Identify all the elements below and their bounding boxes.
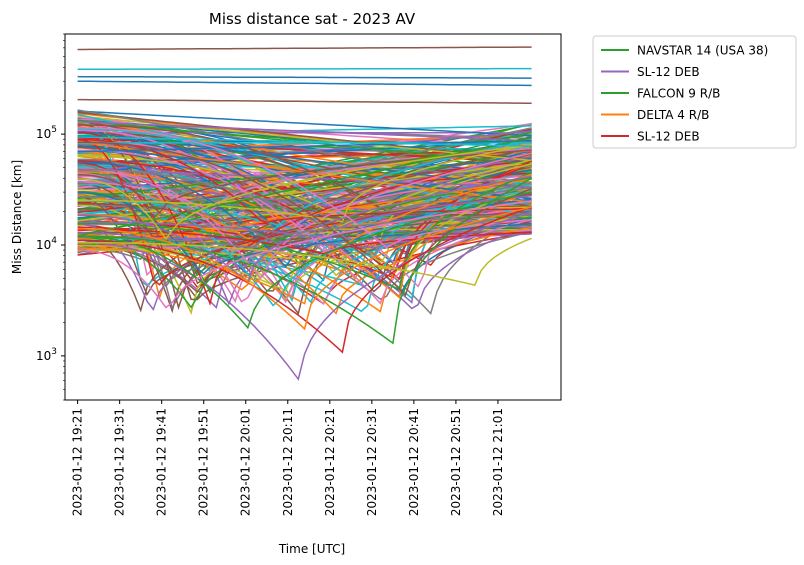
series-line [77,168,532,188]
y-tick-label: 105 [36,125,57,141]
legend-entry: SL-12 DEB [637,130,700,144]
x-tick-label: 2023-01-12 20:31 [365,408,379,516]
x-tick-label: 2023-01-12 19:51 [197,408,211,516]
legend-entry: NAVSTAR 14 (USA 38) [637,44,768,58]
series-line-highlight [77,237,532,286]
y-tick-exponent: 4 [51,236,57,246]
y-tick-base: 10 [36,127,51,141]
series-line [77,188,532,315]
series-line-highlight [77,191,532,330]
legend: NAVSTAR 14 (USA 38) SL-12 DEB FALCON 9 R/B… [592,35,797,149]
y-tick-base: 10 [36,349,51,363]
series-line-highlight [77,67,532,70]
series-line [77,177,532,230]
series-line [77,143,532,223]
series-lines [77,46,533,381]
series-line [77,212,532,248]
plot-frame [64,33,562,401]
legend-box [592,35,797,149]
series-line-highlight [77,80,532,87]
series-line [77,162,532,310]
series-line-highlight [77,206,532,354]
series-line [77,121,532,142]
y-tick-label: 103 [36,347,57,363]
series-line-highlight [77,75,532,79]
x-tick-label: 2023-01-12 20:01 [239,408,253,516]
y-tick-label: 104 [36,236,57,252]
series-line-highlight [77,210,532,381]
y-tick-base: 10 [36,238,51,252]
x-tick-label: 2023-01-12 19:31 [113,408,127,516]
x-tick-label: 2023-01-12 19:21 [71,408,85,516]
series-line [77,149,532,214]
series-line [77,113,532,218]
series-line [77,161,532,222]
series-line [77,183,532,307]
y-tick-exponent: 3 [51,347,57,357]
x-axis-label: Time [UTC] [278,542,345,556]
legend-entry: DELTA 4 R/B [637,108,709,122]
series-line [77,194,532,239]
y-axis-label: Miss Distance [km] [10,160,24,274]
y-tick-exponent: 5 [51,125,57,135]
series-line [77,136,532,147]
x-tick-label: 2023-01-12 20:41 [407,408,421,516]
series-line-highlight [77,200,532,309]
series-line [77,110,532,137]
chart-title: Miss distance sat - 2023 AV [209,10,416,28]
series-line [77,216,532,252]
x-axis-ticks: 2023-01-12 19:21 2023-01-12 19:31 2023-01-… [71,400,505,516]
legend-entry: FALCON 9 R/B [637,87,720,101]
series-line [77,152,532,280]
series-line [77,124,532,216]
x-tick-label: 2023-01-12 21:01 [491,408,505,516]
series-line [77,144,532,241]
x-tick-label: 2023-01-12 19:41 [155,408,169,516]
legend-entry: SL-12 DEB [637,65,700,79]
series-line-highlight [77,46,532,51]
x-tick-label: 2023-01-12 20:11 [281,408,295,516]
series-line [77,109,532,189]
series-line-highlight [77,206,532,331]
series-line [77,168,532,256]
series-line [77,202,532,242]
series-line [77,192,532,275]
x-tick-label: 2023-01-12 20:21 [323,408,337,516]
series-line-highlight [77,98,532,104]
series-line [77,173,532,305]
series-line [77,139,532,153]
x-tick-label: 2023-01-12 20:51 [449,408,463,516]
